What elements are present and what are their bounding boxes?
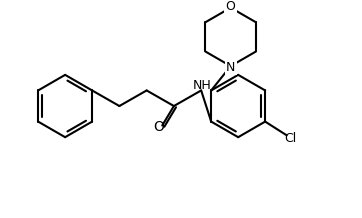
Text: O: O — [226, 0, 236, 13]
Text: N: N — [226, 61, 235, 73]
Text: O: O — [153, 120, 164, 135]
Text: Cl: Cl — [284, 132, 296, 145]
Text: NH: NH — [193, 79, 211, 92]
